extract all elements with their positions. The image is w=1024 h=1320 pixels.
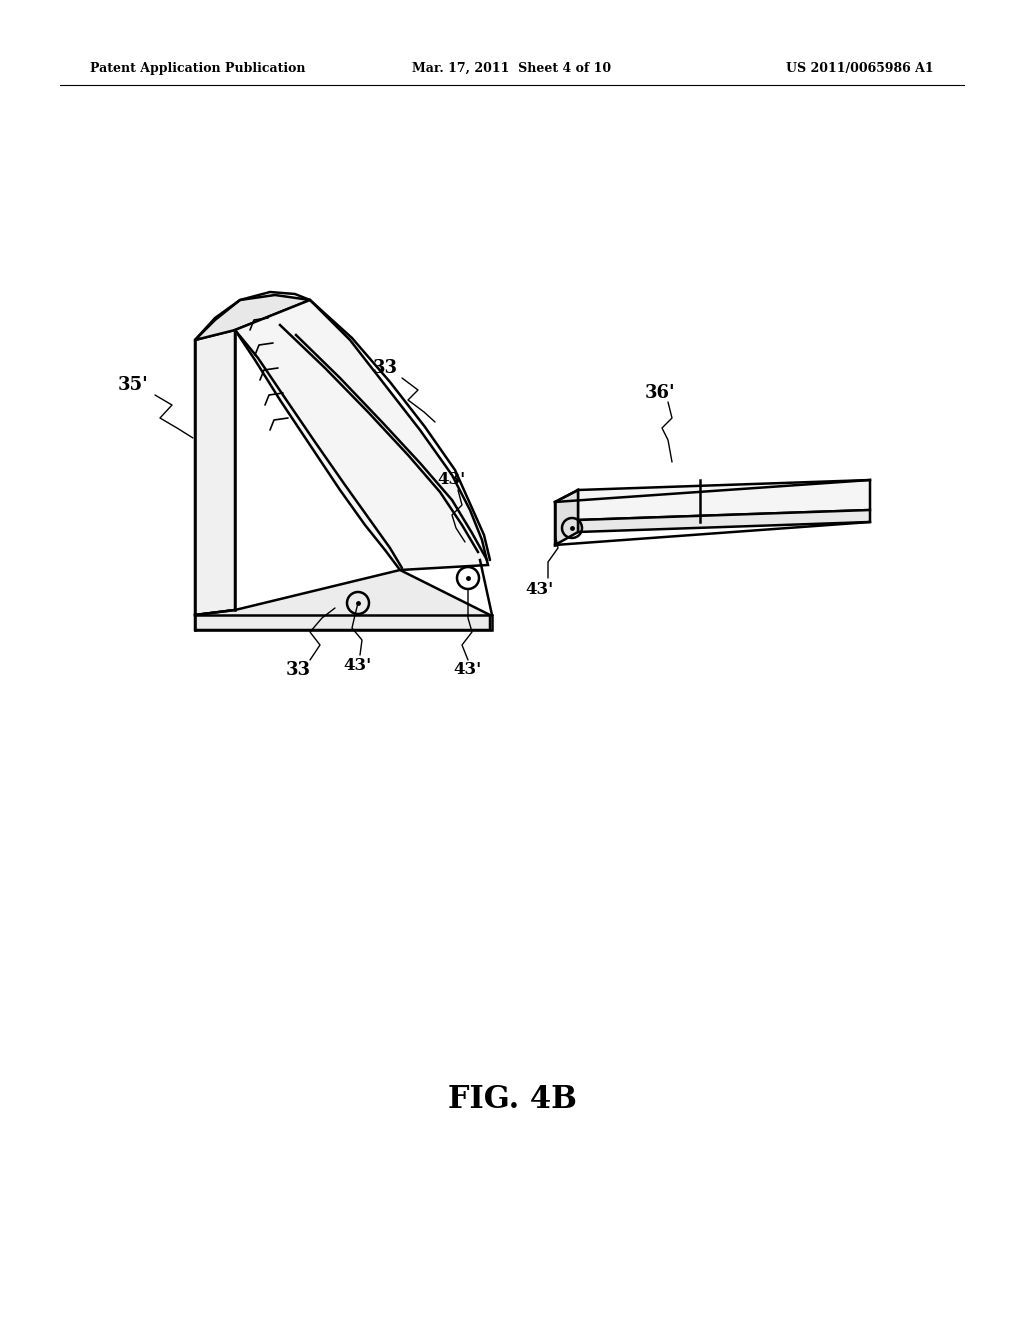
Text: 43': 43' xyxy=(526,582,554,598)
Text: 43': 43' xyxy=(454,661,482,678)
Polygon shape xyxy=(555,490,578,545)
Text: 33: 33 xyxy=(373,359,397,378)
Text: 43': 43' xyxy=(438,471,466,488)
Text: FIG. 4B: FIG. 4B xyxy=(447,1085,577,1115)
Text: Mar. 17, 2011  Sheet 4 of 10: Mar. 17, 2011 Sheet 4 of 10 xyxy=(413,62,611,75)
Text: 43': 43' xyxy=(344,656,372,673)
Text: 35': 35' xyxy=(118,376,148,393)
Polygon shape xyxy=(578,480,870,520)
Polygon shape xyxy=(195,294,310,341)
Polygon shape xyxy=(578,510,870,532)
Text: Patent Application Publication: Patent Application Publication xyxy=(90,62,305,75)
Polygon shape xyxy=(195,570,490,630)
Polygon shape xyxy=(234,300,488,570)
Text: 36': 36' xyxy=(645,384,675,403)
Text: 33: 33 xyxy=(286,661,310,678)
Polygon shape xyxy=(195,330,234,615)
Text: US 2011/0065986 A1: US 2011/0065986 A1 xyxy=(786,62,934,75)
